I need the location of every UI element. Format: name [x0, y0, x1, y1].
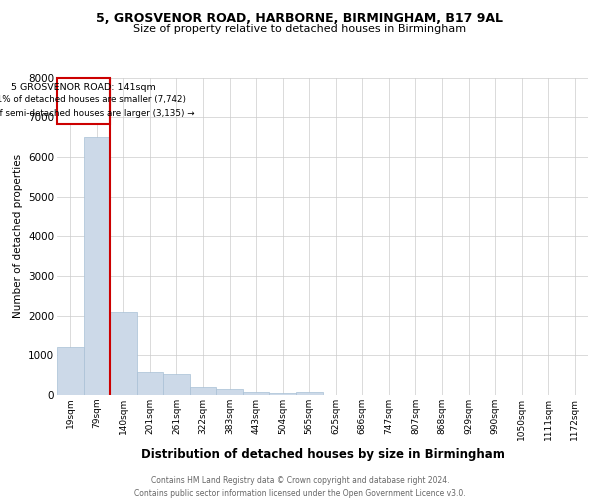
- Text: 5 GROSVENOR ROAD: 141sqm: 5 GROSVENOR ROAD: 141sqm: [11, 83, 156, 92]
- Text: 5, GROSVENOR ROAD, HARBORNE, BIRMINGHAM, B17 9AL: 5, GROSVENOR ROAD, HARBORNE, BIRMINGHAM,…: [97, 12, 503, 26]
- Bar: [243, 392, 269, 395]
- Bar: [296, 392, 323, 395]
- Bar: [57, 78, 110, 124]
- Bar: [110, 312, 137, 395]
- Bar: [269, 393, 296, 395]
- Text: Contains HM Land Registry data © Crown copyright and database right 2024.
Contai: Contains HM Land Registry data © Crown c…: [134, 476, 466, 498]
- Bar: [190, 386, 217, 395]
- Bar: [57, 348, 83, 395]
- Bar: [217, 389, 243, 395]
- Text: ← 71% of detached houses are smaller (7,742): ← 71% of detached houses are smaller (7,…: [0, 95, 186, 104]
- X-axis label: Distribution of detached houses by size in Birmingham: Distribution of detached houses by size …: [140, 448, 505, 461]
- Bar: [83, 137, 110, 395]
- Y-axis label: Number of detached properties: Number of detached properties: [13, 154, 23, 318]
- Bar: [137, 372, 163, 395]
- Bar: [163, 374, 190, 395]
- Text: 29% of semi-detached houses are larger (3,135) →: 29% of semi-detached houses are larger (…: [0, 108, 195, 118]
- Text: Size of property relative to detached houses in Birmingham: Size of property relative to detached ho…: [133, 24, 467, 34]
